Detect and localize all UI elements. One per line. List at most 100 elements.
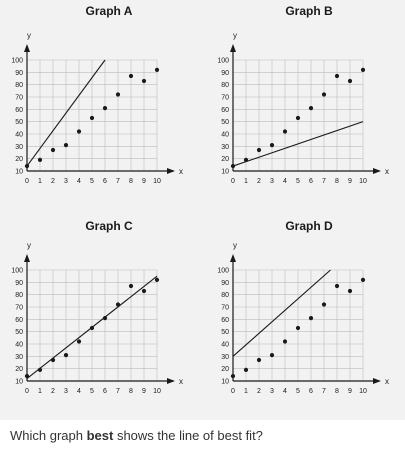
data-point xyxy=(76,129,82,134)
data-point xyxy=(360,67,366,72)
y-tick-label: 100 xyxy=(11,58,23,65)
x-tick-label: 1 xyxy=(38,388,42,395)
x-tick-label: 2 xyxy=(257,388,261,395)
y-axis-label: y xyxy=(27,241,31,250)
x-axis-label: x xyxy=(385,377,389,386)
y-tick-label: 60 xyxy=(15,317,23,324)
y-tick-label: 30 xyxy=(15,354,23,361)
fit-line xyxy=(26,59,106,167)
y-tick-label: 80 xyxy=(221,82,229,89)
x-tick-label: 8 xyxy=(129,388,133,395)
x-tick-label: 5 xyxy=(296,178,300,185)
y-tick-label: 100 xyxy=(217,58,229,65)
data-point xyxy=(308,106,314,111)
y-axis-arrow-icon xyxy=(24,254,30,262)
x-tick-label: 4 xyxy=(283,178,287,185)
y-axis-arrow-icon xyxy=(230,44,236,52)
data-point xyxy=(256,147,262,153)
graph-title: Graph C xyxy=(85,219,133,233)
graph-title: Graph B xyxy=(285,4,333,18)
data-point xyxy=(115,92,121,97)
x-tick-label: 3 xyxy=(270,388,274,395)
x-tick-label: 0 xyxy=(25,178,29,185)
y-tick-label: 70 xyxy=(15,305,23,312)
graph-b: Graph B y x 10 20 30 40 50 60 70 80 90 100 0 1 2 3 4 5 6 7 8 9… xyxy=(217,4,389,185)
y-axis-arrow-icon xyxy=(230,254,236,262)
x-tick-label: 1 xyxy=(38,178,42,185)
data-point xyxy=(282,339,288,344)
y-tick-label: 10 xyxy=(15,169,23,176)
y-tick-label: 40 xyxy=(221,132,229,139)
data-point xyxy=(347,288,353,294)
x-tick-label: 8 xyxy=(129,178,133,185)
graph-c: Graph C y x 10 20 30 40 50 60 70 80 90 100 0 1 2 3 4 5 6 7 8 9… xyxy=(11,219,183,395)
y-tick-label: 30 xyxy=(15,144,23,151)
question-emphasis: best xyxy=(86,428,114,443)
x-tick-label: 2 xyxy=(51,388,55,395)
x-tick-label: 7 xyxy=(116,178,120,185)
x-tick-label: 6 xyxy=(103,388,107,395)
question-suffix: shows the line of best fit? xyxy=(113,428,263,443)
y-tick-label: 80 xyxy=(221,292,229,299)
y-axis-label: y xyxy=(27,31,31,40)
x-tick-label: 9 xyxy=(348,178,352,185)
y-tick-label: 30 xyxy=(221,354,229,361)
data-point xyxy=(154,67,160,72)
y-tick-label: 40 xyxy=(15,342,23,349)
data-point xyxy=(269,143,275,148)
y-tick-label: 10 xyxy=(15,379,23,386)
graph-title: Graph D xyxy=(285,219,333,233)
graph-title: Graph A xyxy=(86,4,133,18)
data-point xyxy=(128,73,134,79)
x-tick-label: 4 xyxy=(77,388,81,395)
y-tick-label: 80 xyxy=(15,292,23,299)
question-prefix: Which graph xyxy=(10,428,87,443)
data-point xyxy=(63,353,69,358)
data-point xyxy=(102,316,108,321)
graph-d: Graph D y x 10 20 30 40 50 60 70 80 90 100 0 1 2 3 4 5 6 7 8 9… xyxy=(217,219,389,395)
x-tick-label: 3 xyxy=(64,388,68,395)
data-point xyxy=(295,325,301,331)
x-tick-label: 8 xyxy=(335,178,339,185)
y-tick-label: 10 xyxy=(221,169,229,176)
data-point xyxy=(128,283,134,289)
data-point xyxy=(308,316,314,321)
y-tick-label: 90 xyxy=(221,70,229,77)
y-tick-label: 20 xyxy=(15,366,23,373)
y-tick-label: 80 xyxy=(15,82,23,89)
y-tick-label: 90 xyxy=(221,280,229,287)
x-tick-label: 10 xyxy=(359,388,367,395)
x-axis-label: x xyxy=(179,377,183,386)
y-tick-label: 60 xyxy=(221,317,229,324)
x-tick-label: 2 xyxy=(257,178,261,185)
data-point xyxy=(89,115,95,121)
data-point xyxy=(102,106,108,111)
data-point xyxy=(154,277,160,282)
x-tick-label: 5 xyxy=(90,178,94,185)
data-point xyxy=(230,373,236,379)
x-tick-label: 9 xyxy=(142,178,146,185)
data-point xyxy=(37,157,43,162)
x-tick-label: 10 xyxy=(153,178,161,185)
x-axis-label: x xyxy=(385,167,389,176)
x-axis-arrow-icon xyxy=(373,378,381,384)
fit-line xyxy=(232,269,331,357)
y-tick-label: 40 xyxy=(15,132,23,139)
y-tick-label: 30 xyxy=(221,144,229,151)
x-tick-label: 9 xyxy=(348,388,352,395)
x-tick-label: 5 xyxy=(90,388,94,395)
y-tick-label: 60 xyxy=(221,107,229,114)
x-tick-label: 7 xyxy=(322,178,326,185)
x-tick-label: 0 xyxy=(25,388,29,395)
y-tick-label: 50 xyxy=(15,329,23,336)
data-point xyxy=(141,288,147,294)
x-axis-label: x xyxy=(179,167,183,176)
x-tick-label: 0 xyxy=(231,388,235,395)
x-axis-arrow-icon xyxy=(167,168,175,174)
y-tick-label: 100 xyxy=(11,268,23,275)
x-tick-label: 0 xyxy=(231,178,235,185)
y-tick-label: 90 xyxy=(15,280,23,287)
x-axis-arrow-icon xyxy=(373,168,381,174)
data-point xyxy=(347,78,353,84)
data-point xyxy=(141,78,147,84)
